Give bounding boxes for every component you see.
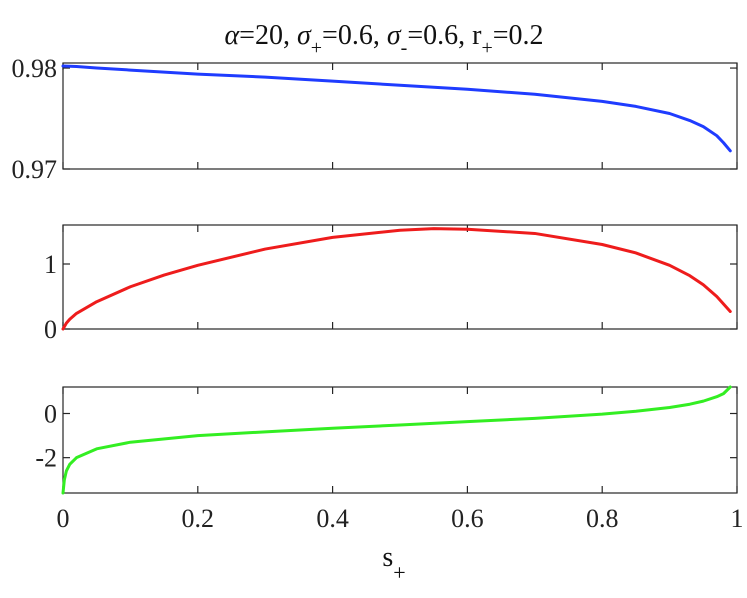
chart-title: α=20, σ+=0.6, σ-=0.6, r+=0.2 <box>224 20 543 59</box>
y-tick-label-middle: 1 <box>44 250 57 279</box>
y-tick-label-bottom: 0 <box>44 400 57 429</box>
x-tick-label: 0.2 <box>182 504 215 533</box>
subplot-bottom: -2 0 0 0.2 0.4 0.6 0.8 1 <box>35 385 744 533</box>
x-tick-label: 0.4 <box>316 504 349 533</box>
y-tick-label-top: 0.98 <box>12 54 58 83</box>
x-tick-label: 0.6 <box>451 504 484 533</box>
y-tick-label-bottom: -2 <box>35 444 57 473</box>
series-line-bottom <box>61 385 732 495</box>
axes-frame-middle <box>62 224 738 330</box>
subplot-middle: 01 <box>44 224 738 344</box>
y-tick-label-middle: 0 <box>44 315 57 344</box>
x-tick-label: 0.8 <box>586 504 619 533</box>
axes-frame-bottom <box>62 386 738 494</box>
axes-frame-top <box>62 62 738 170</box>
y-tick-label-top: 0.97 <box>12 155 58 184</box>
x-tick-label: 1 <box>731 504 744 533</box>
series-line-top <box>61 64 732 153</box>
subplot-top: 0.97 0.98 <box>12 54 738 184</box>
series-line-middle <box>61 227 732 331</box>
x-tick-label: 0 <box>57 504 70 533</box>
x-axis-label: s+ <box>382 542 405 585</box>
